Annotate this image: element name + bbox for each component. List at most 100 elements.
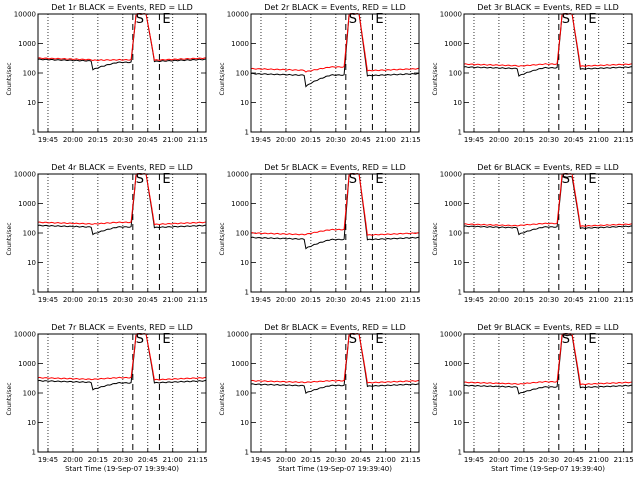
lld-series-line (250, 333, 420, 384)
panel-title: Det 8r BLACK = Events, RED = LLD (264, 323, 406, 332)
x-tick-label: 20:45 (351, 136, 371, 144)
x-tick-label: 21:15 (188, 136, 208, 144)
marker-label-e: E (588, 172, 596, 187)
x-tick-label: 20:45 (564, 296, 584, 304)
x-tick-label: 20:00 (276, 136, 296, 144)
marker-label-s: S (136, 332, 144, 347)
x-tick-label: 21:15 (401, 456, 421, 464)
x-tick-label: 21:00 (376, 136, 396, 144)
y-tick-label: 1000 (18, 200, 36, 208)
y-tick-label: 1 (458, 449, 462, 457)
x-tick-label: 19:45 (251, 456, 271, 464)
x-tick-label: 20:15 (514, 456, 534, 464)
panel-det-3: Det 3r BLACK = Events, RED = LLD 19:45 20:… (432, 3, 634, 144)
x-tick-label: 19:45 (464, 456, 484, 464)
x-tick-label: 20:15 (301, 296, 321, 304)
x-tick-label: 19:45 (251, 296, 271, 304)
x-tick-label: 21:00 (376, 456, 396, 464)
panel-title: Det 7r BLACK = Events, RED = LLD (51, 323, 193, 332)
events-series-line (463, 175, 633, 236)
x-tick-label: 20:00 (489, 456, 509, 464)
y-tick-label: 1 (32, 289, 36, 297)
events-series-line (37, 13, 207, 71)
plot-frame (250, 13, 420, 133)
x-tick-label: 21:00 (376, 296, 396, 304)
x-tick-label: 20:45 (138, 296, 158, 304)
x-tick-label: 20:15 (88, 296, 108, 304)
y-tick-label: 1000 (444, 360, 462, 368)
panel-det-9: Det 9r BLACK = Events, RED = LLD 19:45 20:… (432, 323, 634, 473)
y-tick-label: 1 (245, 289, 249, 297)
y-tick-label: 100 (23, 230, 36, 238)
y-tick-label: 10 (240, 99, 249, 107)
x-axis-label: Start Time (19-Sep-07 19:39:40) (65, 465, 179, 473)
y-tick-label: 10000 (14, 11, 36, 19)
y-tick-label: 10 (27, 259, 36, 267)
x-tick-label: 20:00 (63, 136, 83, 144)
x-tick-label: 20:15 (514, 296, 534, 304)
lld-series-line (463, 13, 633, 68)
x-tick-label: 19:45 (251, 136, 271, 144)
panel-det-1: Det 1r BLACK = Events, RED = LLD 19:45 20:… (6, 3, 208, 144)
y-tick-label: 1 (245, 129, 249, 137)
x-tick-label: 20:30 (326, 456, 346, 464)
marker-label-s: S (349, 172, 357, 187)
x-tick-label: 20:45 (351, 296, 371, 304)
marker-label-e: E (375, 12, 383, 27)
y-tick-label: 1 (458, 289, 462, 297)
y-tick-label: 1000 (231, 40, 249, 48)
y-tick-label: 10000 (440, 331, 462, 339)
marker-label-s: S (136, 12, 144, 27)
panel-title: Det 9r BLACK = Events, RED = LLD (477, 323, 619, 332)
x-tick-label: 20:30 (113, 456, 133, 464)
panel-title: Det 2r BLACK = Events, RED = LLD (264, 3, 406, 12)
x-tick-label: 21:00 (589, 296, 609, 304)
y-axis-label: Counts/sec (219, 382, 226, 415)
marker-label-e: E (162, 172, 170, 187)
panel-det-4: Det 4r BLACK = Events, RED = LLD 19:45 20:… (6, 163, 208, 304)
plot-frame (463, 173, 633, 293)
lld-series-line (250, 13, 420, 73)
plot-frame (250, 333, 420, 453)
x-tick-label: 21:00 (589, 456, 609, 464)
y-tick-label: 10 (240, 259, 249, 267)
x-tick-label: 20:00 (63, 456, 83, 464)
panel-title: Det 3r BLACK = Events, RED = LLD (477, 3, 619, 12)
y-tick-label: 10000 (14, 331, 36, 339)
y-tick-label: 100 (449, 230, 462, 238)
y-tick-label: 1 (32, 129, 36, 137)
events-series-line (463, 13, 633, 77)
x-tick-label: 21:00 (589, 136, 609, 144)
x-tick-label: 20:45 (564, 136, 584, 144)
y-axis-label: Counts/sec (219, 222, 226, 255)
y-axis-label: Counts/sec (432, 222, 439, 255)
panel-det-5: Det 5r BLACK = Events, RED = LLD 19:45 20:… (219, 163, 421, 304)
x-tick-label: 20:30 (539, 136, 559, 144)
marker-label-e: E (162, 12, 170, 27)
x-tick-label: 19:45 (38, 296, 58, 304)
y-axis-label: Counts/sec (6, 222, 13, 255)
marker-label-e: E (375, 332, 383, 347)
marker-label-s: S (349, 12, 357, 27)
y-tick-label: 1 (458, 129, 462, 137)
panel-det-8: Det 8r BLACK = Events, RED = LLD 19:45 20:… (219, 323, 421, 473)
marker-label-s: S (562, 332, 570, 347)
x-tick-label: 21:15 (614, 296, 634, 304)
plot-frame (463, 333, 633, 453)
marker-label-e: E (588, 332, 596, 347)
events-series-line (250, 333, 420, 395)
marker-label-e: E (162, 332, 170, 347)
events-series-line (250, 13, 420, 88)
x-tick-label: 20:45 (351, 456, 371, 464)
y-tick-label: 100 (236, 230, 249, 238)
events-series-line (37, 173, 207, 236)
x-tick-label: 21:15 (614, 456, 634, 464)
x-tick-label: 20:00 (276, 456, 296, 464)
y-tick-label: 1000 (444, 40, 462, 48)
y-tick-label: 1000 (18, 40, 36, 48)
plot-frame (37, 13, 207, 133)
plot-frame (463, 13, 633, 133)
x-tick-label: 20:30 (539, 456, 559, 464)
x-tick-label: 20:15 (301, 456, 321, 464)
